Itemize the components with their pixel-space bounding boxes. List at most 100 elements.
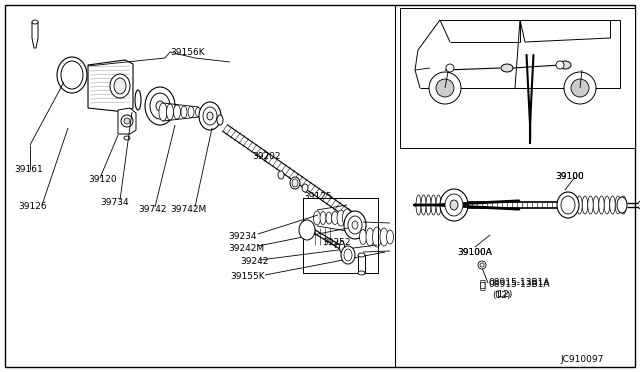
Ellipse shape xyxy=(358,271,365,275)
Ellipse shape xyxy=(156,101,164,111)
Circle shape xyxy=(478,261,486,269)
Ellipse shape xyxy=(366,228,374,246)
Text: 39100: 39100 xyxy=(555,172,584,181)
Ellipse shape xyxy=(339,241,344,253)
Ellipse shape xyxy=(445,194,463,216)
Ellipse shape xyxy=(604,196,610,214)
Text: 39156K: 39156K xyxy=(170,48,205,57)
Ellipse shape xyxy=(290,177,300,189)
Ellipse shape xyxy=(207,112,213,120)
Polygon shape xyxy=(32,22,38,48)
Ellipse shape xyxy=(599,196,604,214)
Ellipse shape xyxy=(181,106,187,118)
Ellipse shape xyxy=(577,196,582,214)
Circle shape xyxy=(446,64,454,72)
Ellipse shape xyxy=(124,136,130,140)
Text: 39100A: 39100A xyxy=(457,248,492,257)
Ellipse shape xyxy=(344,211,366,239)
Ellipse shape xyxy=(199,102,221,130)
Ellipse shape xyxy=(150,93,170,119)
Text: 08915-13B1A: 08915-13B1A xyxy=(488,278,550,287)
Text: Ⓜ: Ⓜ xyxy=(480,280,486,290)
Ellipse shape xyxy=(352,221,358,229)
Ellipse shape xyxy=(431,195,436,215)
Text: 39742M: 39742M xyxy=(170,205,206,214)
Polygon shape xyxy=(118,108,136,134)
Ellipse shape xyxy=(159,103,167,121)
Ellipse shape xyxy=(302,184,308,192)
Circle shape xyxy=(124,118,130,124)
Circle shape xyxy=(436,79,454,97)
Text: JC910097: JC910097 xyxy=(560,355,604,364)
Ellipse shape xyxy=(387,230,394,244)
Ellipse shape xyxy=(372,227,381,247)
Bar xyxy=(358,255,365,273)
Ellipse shape xyxy=(110,74,130,98)
Text: Ⓜ: Ⓜ xyxy=(480,278,486,288)
Text: 39234: 39234 xyxy=(228,232,257,241)
Ellipse shape xyxy=(203,107,217,125)
Text: 39242M: 39242M xyxy=(228,244,264,253)
Text: 39734: 39734 xyxy=(100,198,129,207)
Ellipse shape xyxy=(559,61,571,69)
Ellipse shape xyxy=(610,196,615,214)
Ellipse shape xyxy=(61,61,83,89)
Ellipse shape xyxy=(326,212,332,224)
Ellipse shape xyxy=(615,196,621,214)
Ellipse shape xyxy=(561,196,575,214)
Text: 39242: 39242 xyxy=(240,257,268,266)
Ellipse shape xyxy=(421,195,426,215)
Text: 39126: 39126 xyxy=(18,202,47,211)
Ellipse shape xyxy=(299,220,315,240)
Ellipse shape xyxy=(416,195,421,215)
Ellipse shape xyxy=(173,105,180,119)
Ellipse shape xyxy=(501,64,513,72)
Ellipse shape xyxy=(344,249,352,261)
Ellipse shape xyxy=(32,20,38,24)
Bar xyxy=(400,8,635,148)
Ellipse shape xyxy=(320,212,326,224)
Ellipse shape xyxy=(278,171,284,179)
Ellipse shape xyxy=(360,230,367,244)
Ellipse shape xyxy=(217,115,223,125)
Circle shape xyxy=(429,72,461,104)
Text: 39120: 39120 xyxy=(88,175,116,184)
Ellipse shape xyxy=(292,179,298,187)
Ellipse shape xyxy=(114,78,126,94)
Ellipse shape xyxy=(557,192,579,218)
Ellipse shape xyxy=(348,216,362,234)
Ellipse shape xyxy=(342,209,351,227)
Text: 39202: 39202 xyxy=(252,152,280,161)
Circle shape xyxy=(564,72,596,104)
Ellipse shape xyxy=(195,108,200,116)
Ellipse shape xyxy=(617,197,627,213)
Bar xyxy=(303,198,378,273)
Circle shape xyxy=(556,61,564,69)
Circle shape xyxy=(121,115,133,127)
Ellipse shape xyxy=(593,196,599,214)
Polygon shape xyxy=(88,60,133,112)
Text: 08915-13B1A: 08915-13B1A xyxy=(488,280,550,289)
Ellipse shape xyxy=(588,196,593,214)
Text: 39742: 39742 xyxy=(138,205,166,214)
Text: 39100A: 39100A xyxy=(457,248,492,257)
Ellipse shape xyxy=(582,196,588,214)
Ellipse shape xyxy=(441,195,446,215)
Ellipse shape xyxy=(57,57,87,93)
Text: 39161: 39161 xyxy=(14,165,43,174)
Ellipse shape xyxy=(188,106,194,118)
Ellipse shape xyxy=(426,195,431,215)
Ellipse shape xyxy=(440,189,468,221)
Ellipse shape xyxy=(341,246,355,264)
Ellipse shape xyxy=(166,104,173,120)
Ellipse shape xyxy=(446,195,451,215)
Text: (12): (12) xyxy=(492,291,510,300)
Ellipse shape xyxy=(436,195,441,215)
Text: 39155K: 39155K xyxy=(230,272,264,281)
Text: 39125: 39125 xyxy=(303,192,332,201)
Ellipse shape xyxy=(380,228,388,246)
Ellipse shape xyxy=(621,196,627,214)
Circle shape xyxy=(571,79,589,97)
Ellipse shape xyxy=(337,210,345,226)
Text: 39252: 39252 xyxy=(322,238,351,247)
